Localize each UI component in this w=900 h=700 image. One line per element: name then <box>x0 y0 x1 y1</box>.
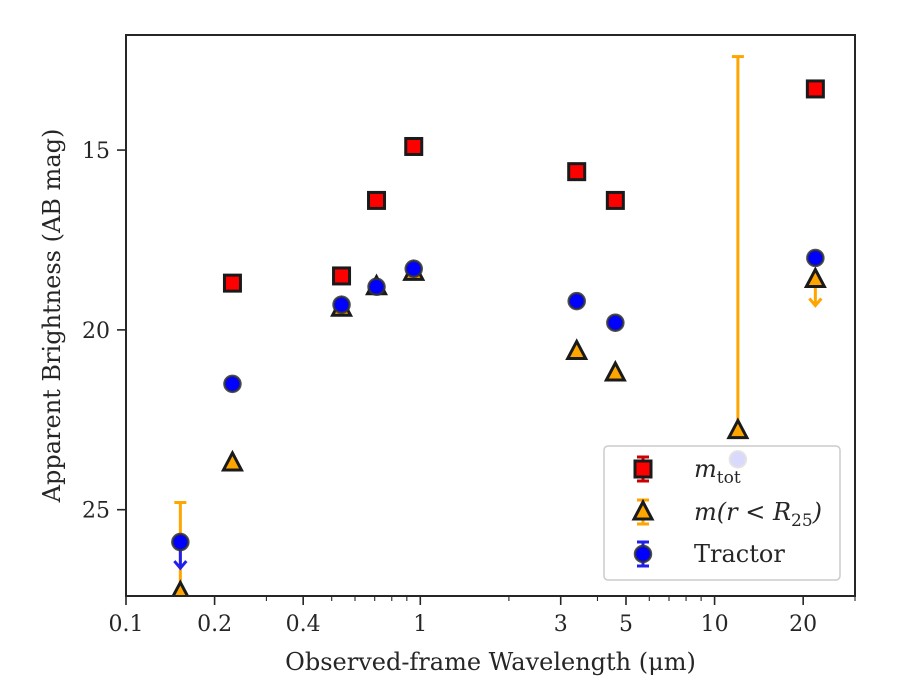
y-tick-label: 20 <box>82 319 110 344</box>
triangle-point <box>803 266 827 289</box>
legend-circle-marker <box>633 544 653 564</box>
legend-label: mtot <box>694 455 741 488</box>
x-tick-label: 3 <box>554 612 568 637</box>
circle-point <box>806 248 825 268</box>
plot-area <box>171 55 827 596</box>
square-point <box>605 190 625 210</box>
legend-box <box>603 445 841 581</box>
circle-point <box>332 295 351 314</box>
circle-point <box>404 259 423 278</box>
legend-square-marker <box>633 459 653 479</box>
x-tick-label: 0.4 <box>286 612 321 637</box>
circle-point <box>223 374 242 394</box>
legend-label: m(r < R25) <box>694 498 822 531</box>
y-axis-label: Apparent Brightness (AB mag) <box>38 129 66 504</box>
square-point <box>567 162 587 182</box>
x-tick-label: 20 <box>789 612 817 637</box>
circle-upper-limit-arrow-head <box>173 560 188 571</box>
y-tick-label: 25 <box>82 499 110 524</box>
x-axis-label: Observed-frame Wavelength (μm) <box>285 648 696 676</box>
circle-point <box>171 532 190 552</box>
legend-triangle-marker <box>631 498 655 521</box>
triangle-point <box>171 579 190 596</box>
y-axis: 15 20 25 <box>82 139 126 524</box>
square-point <box>367 190 387 210</box>
x-tick-label: 0.2 <box>197 612 232 637</box>
square-point <box>332 266 352 286</box>
x-tick-label: 5 <box>619 612 633 637</box>
triangle-point <box>726 417 750 440</box>
legend-label: Tractor <box>694 540 785 568</box>
circle-point <box>606 313 625 332</box>
triangle-upper-limit-arrow-head <box>808 297 823 308</box>
triangle-point <box>565 338 589 360</box>
square-point <box>805 79 825 99</box>
triangle-point <box>220 449 244 472</box>
circle-point <box>567 291 586 311</box>
y-tick-label: 15 <box>82 139 110 164</box>
legend: mtot m(r < R25) Tractor <box>603 445 841 581</box>
x-tick-label: 0.1 <box>109 612 144 637</box>
axes-frame <box>125 34 856 597</box>
x-tick-label: 1 <box>413 612 427 637</box>
x-tick-label: 10 <box>701 612 729 637</box>
circle-point <box>367 277 386 296</box>
square-point <box>404 136 424 156</box>
triangle-point <box>603 359 627 382</box>
x-axis: 0.1 0.2 0.4 1 3 5 10 20 <box>109 596 856 637</box>
series-square <box>222 79 825 293</box>
square-point <box>222 273 242 293</box>
